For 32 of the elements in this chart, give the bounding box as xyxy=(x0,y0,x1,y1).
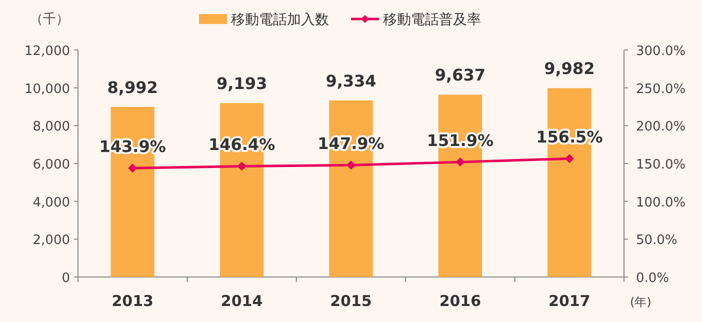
y-tick-label: 10,000 xyxy=(24,82,70,97)
point xyxy=(237,162,246,171)
y2-tick-label: 250.0% xyxy=(636,82,686,97)
x-tick-label: 2016 xyxy=(439,292,482,310)
point xyxy=(346,160,356,170)
legend-label: 移動電話加入数 xyxy=(231,12,329,28)
point xyxy=(128,164,138,173)
x-tick-label: 2015 xyxy=(330,292,372,310)
y-tick-label: 0 xyxy=(62,271,70,286)
x-axis-title: (年) xyxy=(630,295,652,309)
y-tick-label: 4,000 xyxy=(32,195,70,210)
y2-tick-label: 150.0% xyxy=(636,158,686,172)
data-label: 8,992 xyxy=(107,78,158,97)
legend-label: 移動電話普及率 xyxy=(383,11,481,28)
data-label: 9,193 xyxy=(216,74,268,94)
data-label: 9,637 xyxy=(434,66,486,85)
data-label: 9,334 xyxy=(326,71,376,90)
y-tick-label: 8,000 xyxy=(32,120,70,135)
y-tick-label: 2,000 xyxy=(32,233,70,248)
y2-tick-label: 300.0% xyxy=(636,44,686,59)
x-tick-label: 2013 xyxy=(112,292,154,310)
data-label: 9,982 xyxy=(544,59,595,78)
x-tick-label: 2017 xyxy=(548,292,590,310)
y-tick-label: 12,000 xyxy=(24,44,70,59)
y-tick-label: 6,000 xyxy=(32,158,70,172)
y2-tick-label: 0.0% xyxy=(636,271,670,286)
y2-tick-label: 200.0% xyxy=(636,120,686,135)
point xyxy=(456,158,465,167)
x-tick-label: 2014 xyxy=(220,292,263,310)
y2-tick-label: 50.0% xyxy=(636,233,678,248)
y-axis-title: （千） xyxy=(30,12,69,27)
y2-tick-label: 100.0% xyxy=(636,195,686,210)
